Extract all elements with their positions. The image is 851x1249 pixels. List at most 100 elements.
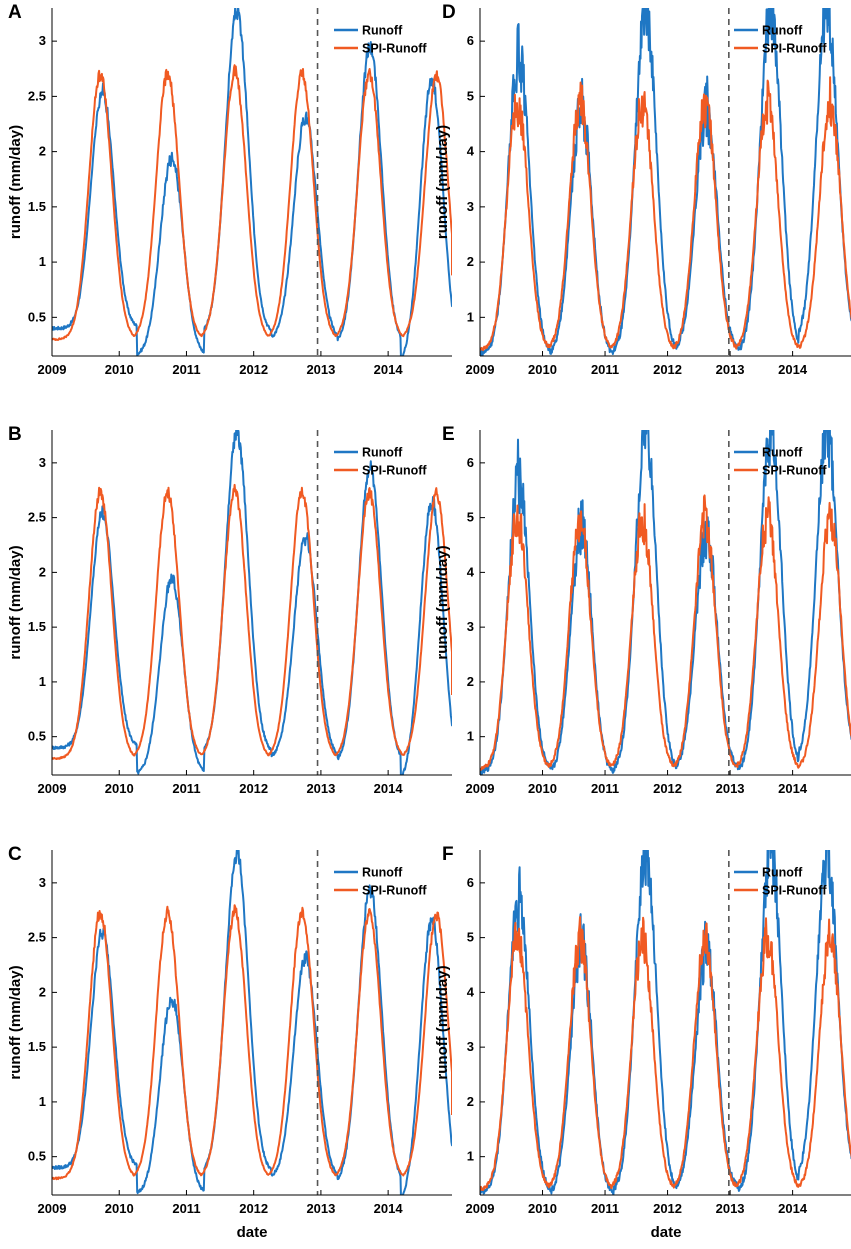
y-tick-label: 2 xyxy=(39,564,46,579)
series-group xyxy=(52,430,452,775)
series-line-spi-runoff xyxy=(52,483,452,760)
y-tick-label: 2 xyxy=(467,674,474,689)
y-tick-label: 2 xyxy=(467,1094,474,1109)
y-tick-label: 3 xyxy=(467,199,474,214)
y-tick-label: 1 xyxy=(467,309,474,324)
x-tick-label: 2014 xyxy=(374,1201,404,1216)
x-tick-label: 2009 xyxy=(466,781,495,796)
x-tick-label: 2012 xyxy=(653,781,682,796)
legend-label-spi-runoff: SPI-Runoff xyxy=(762,884,827,898)
y-tick-label: 0.5 xyxy=(28,1149,46,1164)
series-line-spi-runoff xyxy=(480,494,851,772)
x-tick-label: 2014 xyxy=(778,362,808,377)
y-tick-label: 1 xyxy=(467,1149,474,1164)
series-line-runoff xyxy=(52,430,452,775)
series-group xyxy=(480,850,851,1195)
x-tick-label: 2010 xyxy=(105,781,134,796)
series-line-spi-runoff xyxy=(52,64,452,341)
y-tick-label: 5 xyxy=(467,88,474,103)
x-tick-label: 2013 xyxy=(716,1201,745,1216)
legend-label-runoff: Runoff xyxy=(362,446,403,460)
panel-e: E 1 2 3 4 5 6 2009 2010 2011 2012 2013 2014 runoff (m… xyxy=(434,424,851,796)
x-tick-label: 2010 xyxy=(528,362,557,377)
series-line-runoff xyxy=(480,850,851,1195)
y-tick-label: 4 xyxy=(467,564,475,579)
series-line-spi-runoff xyxy=(52,904,452,1181)
panels-group: A 0.5 1 1.5 2 2.5 3 2009 2010 2011 2012 2013 2014 run… xyxy=(7,2,851,1241)
x-tick-label: 2009 xyxy=(466,362,495,377)
y-tick-label: 0.5 xyxy=(28,729,46,744)
y-tick-label: 3 xyxy=(467,619,474,634)
y-tick-label: 6 xyxy=(467,33,474,48)
y-tick-label: 1 xyxy=(39,674,46,689)
y-tick-label: 1 xyxy=(467,729,474,744)
y-tick-label: 2.5 xyxy=(28,88,46,103)
legend-label-runoff: Runoff xyxy=(762,866,803,880)
series-group xyxy=(52,850,452,1195)
y-tick-label: 5 xyxy=(467,930,474,945)
series-line-runoff xyxy=(52,8,452,356)
legend: Runoff SPI-Runoff xyxy=(334,446,427,478)
x-tick-label: 2013 xyxy=(716,781,745,796)
series-line-spi-runoff xyxy=(480,76,851,352)
x-tick-label: 2011 xyxy=(591,362,619,377)
series-group xyxy=(480,430,851,775)
series-line-spi-runoff xyxy=(480,916,851,1191)
x-tick-label: 2012 xyxy=(653,362,682,377)
series-group xyxy=(52,8,452,356)
y-tick-label: 1.5 xyxy=(28,1039,46,1054)
y-tick-label: 1.5 xyxy=(28,619,46,634)
y-axis-title: runoff (mm/day) xyxy=(7,965,24,1079)
y-tick-label: 2.5 xyxy=(28,510,46,525)
y-tick-label: 6 xyxy=(467,455,474,470)
x-tick-label: 2010 xyxy=(105,1201,134,1216)
x-tick-label: 2014 xyxy=(374,781,404,796)
panel-letter: C xyxy=(8,844,22,865)
x-tick-label: 2014 xyxy=(778,781,808,796)
x-tick-label: 2012 xyxy=(653,1201,682,1216)
y-tick-label: 3 xyxy=(467,1039,474,1054)
panel-d: D 1 2 3 4 5 6 2009 2010 2011 2012 2013 2014 runoff (m… xyxy=(434,2,851,377)
panel-f: F 1 2 3 4 5 6 2009 2010 2011 2012 2013 2014 runoff (m… xyxy=(434,844,851,1241)
legend-label-spi-runoff: SPI-Runoff xyxy=(362,464,427,478)
y-tick-label: 3 xyxy=(39,875,46,890)
y-axis-title: runoff (mm/day) xyxy=(7,545,24,659)
y-tick-label: 1.5 xyxy=(28,199,46,214)
x-tick-label: 2009 xyxy=(38,1201,67,1216)
legend: Runoff SPI-Runoff xyxy=(734,24,827,56)
panel-c: C 0.5 1 1.5 2 2.5 3 2009 2010 2011 2012 2013 2014 run… xyxy=(7,844,452,1241)
legend-label-runoff: Runoff xyxy=(762,446,803,460)
x-tick-label: 2013 xyxy=(306,781,335,796)
legend-label-spi-runoff: SPI-Runoff xyxy=(362,42,427,56)
x-tick-label: 2014 xyxy=(374,362,404,377)
x-tick-label: 2011 xyxy=(172,1201,200,1216)
x-tick-label: 2011 xyxy=(172,362,200,377)
x-tick-label: 2009 xyxy=(466,1201,495,1216)
y-tick-label: 3 xyxy=(39,33,46,48)
y-axis-title: runoff (mm/day) xyxy=(7,125,24,239)
y-tick-label: 6 xyxy=(467,875,474,890)
y-tick-label: 1 xyxy=(39,1094,46,1109)
y-tick-label: 2 xyxy=(39,144,46,159)
panel-letter: D xyxy=(442,2,456,23)
panel-letter: E xyxy=(442,424,455,445)
y-tick-label: 2 xyxy=(467,254,474,269)
x-tick-label: 2013 xyxy=(306,362,335,377)
legend-label-runoff: Runoff xyxy=(362,24,403,38)
x-tick-label: 2010 xyxy=(528,1201,557,1216)
panel-letter: B xyxy=(8,424,22,445)
x-tick-label: 2011 xyxy=(172,781,200,796)
series-line-runoff xyxy=(52,850,452,1195)
x-tick-label: 2011 xyxy=(591,1201,619,1216)
x-tick-label: 2009 xyxy=(38,781,67,796)
x-tick-label: 2012 xyxy=(239,1201,268,1216)
x-axis-title: date xyxy=(651,1224,682,1241)
y-tick-label: 2.5 xyxy=(28,930,46,945)
y-tick-label: 2 xyxy=(39,984,46,999)
x-tick-label: 2013 xyxy=(716,362,745,377)
legend: Runoff SPI-Runoff xyxy=(734,446,827,478)
legend: Runoff SPI-Runoff xyxy=(734,866,827,898)
legend-label-runoff: Runoff xyxy=(362,866,403,880)
legend-label-spi-runoff: SPI-Runoff xyxy=(762,464,827,478)
